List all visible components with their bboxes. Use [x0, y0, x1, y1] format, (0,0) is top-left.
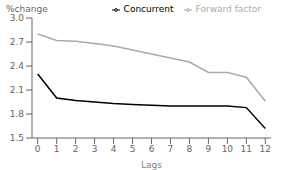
- svg-text:5: 5: [130, 144, 136, 154]
- svg-text:2: 2: [73, 144, 79, 154]
- svg-text:12: 12: [260, 144, 271, 154]
- svg-text:10: 10: [222, 144, 234, 154]
- svg-text:3: 3: [92, 144, 98, 154]
- html-text:Forward factor: Forward factor: [195, 4, 261, 14]
- svg-text:2.7: 2.7: [10, 37, 24, 47]
- svg-text:4: 4: [111, 144, 117, 154]
- svg-text:9: 9: [206, 144, 212, 154]
- svg-text:8: 8: [187, 144, 193, 154]
- svg-text:2.4: 2.4: [10, 61, 25, 71]
- svg-text:1.8: 1.8: [10, 109, 25, 119]
- svg-text:11: 11: [241, 144, 252, 154]
- svg-text:Lags: Lags: [141, 160, 162, 170]
- svg-text:1.5: 1.5: [10, 133, 24, 143]
- svg-text:2.1: 2.1: [10, 85, 24, 95]
- svg-text:6: 6: [149, 144, 155, 154]
- svg-text:1: 1: [54, 144, 60, 154]
- svg-text:7: 7: [168, 144, 174, 154]
- svg-text:3.0: 3.0: [10, 13, 25, 23]
- html-text:%change: %change: [6, 4, 48, 14]
- html-text:Concurrent: Concurrent: [123, 4, 174, 14]
- svg-text:0: 0: [35, 144, 41, 154]
